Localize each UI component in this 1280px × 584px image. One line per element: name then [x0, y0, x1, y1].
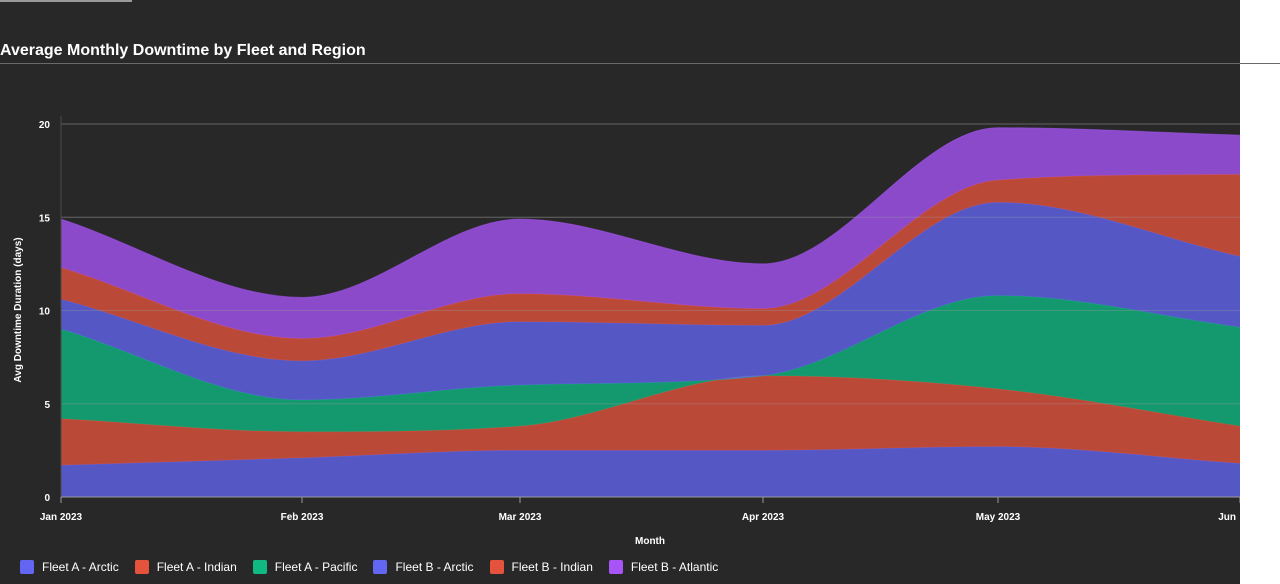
y-tick-label: 0	[44, 493, 50, 504]
area-fleet-a-pacific	[61, 295, 1240, 432]
legend-item-fleet-b-indian[interactable]: Fleet B - Indian	[489, 560, 593, 574]
legend-label: Fleet A - Arctic	[42, 560, 119, 574]
legend-label: Fleet A - Pacific	[274, 560, 358, 574]
legend-swatch	[20, 560, 34, 574]
legend-label: Fleet B - Arctic	[395, 560, 474, 574]
y-tick-label: 15	[39, 213, 51, 224]
line-fleet-b-atlantic	[60, 127, 1240, 298]
y-axis-title: Avg Downtime Duration (days)	[13, 237, 24, 382]
x-tick-label: May 2023	[976, 512, 1021, 523]
legend-item-fleet-b-arctic[interactable]: Fleet B - Arctic	[373, 560, 474, 574]
legend-item-fleet-a-arctic[interactable]: Fleet A - Arctic	[20, 560, 119, 574]
legend-swatch	[489, 560, 504, 574]
area-fleet-b-arctic	[61, 202, 1240, 401]
legend-swatch	[373, 560, 388, 574]
x-tick-label: Jun	[1218, 512, 1236, 523]
legend-item-fleet-a-indian[interactable]: Fleet A - Indian	[134, 560, 237, 574]
legend-label: Fleet B - Indian	[511, 560, 593, 574]
chart-title: Average Monthly Downtime by Fleet and Re…	[0, 42, 366, 59]
legend-label: Fleet A - Indian	[156, 560, 237, 574]
area-fleet-a-indian	[61, 375, 1240, 466]
area-fleet-a-arctic	[61, 446, 1240, 497]
area-chart: 0 5 10 15 20 Jan 2023 Feb 2023 Mar 2023 Apr 2023…	[13, 116, 1240, 547]
y-tick-label: 5	[44, 400, 50, 411]
x-tick-label: Apr 2023	[742, 512, 785, 523]
area-series	[60, 127, 1240, 497]
legend-label: Fleet B - Atlantic	[630, 560, 719, 574]
legend-swatch	[134, 560, 149, 574]
area-fleet-b-indian	[61, 174, 1240, 361]
chart-legend: Fleet A - Arctic Fleet A - Indian Fleet A …	[20, 560, 718, 574]
axes: 0 5 10 15 20 Jan 2023 Feb 2023 Mar 2023 Apr 2023…	[13, 116, 1240, 547]
title-divider	[0, 63, 1280, 64]
x-tick-label: Mar 2023	[499, 512, 542, 523]
y-tick-label: 10	[39, 307, 51, 318]
x-tick-label: Jan 2023	[40, 512, 83, 523]
legend-item-fleet-a-pacific[interactable]: Fleet A - Pacific	[252, 560, 358, 574]
legend-swatch	[608, 560, 623, 574]
legend-item-fleet-b-atlantic[interactable]: Fleet B - Atlantic	[608, 560, 719, 574]
x-tick-label: Feb 2023	[281, 512, 324, 523]
top-tab-indicator	[0, 0, 132, 2]
y-tick-label: 20	[39, 120, 51, 131]
x-axis-title: Month	[635, 536, 665, 547]
legend-swatch	[252, 560, 267, 574]
